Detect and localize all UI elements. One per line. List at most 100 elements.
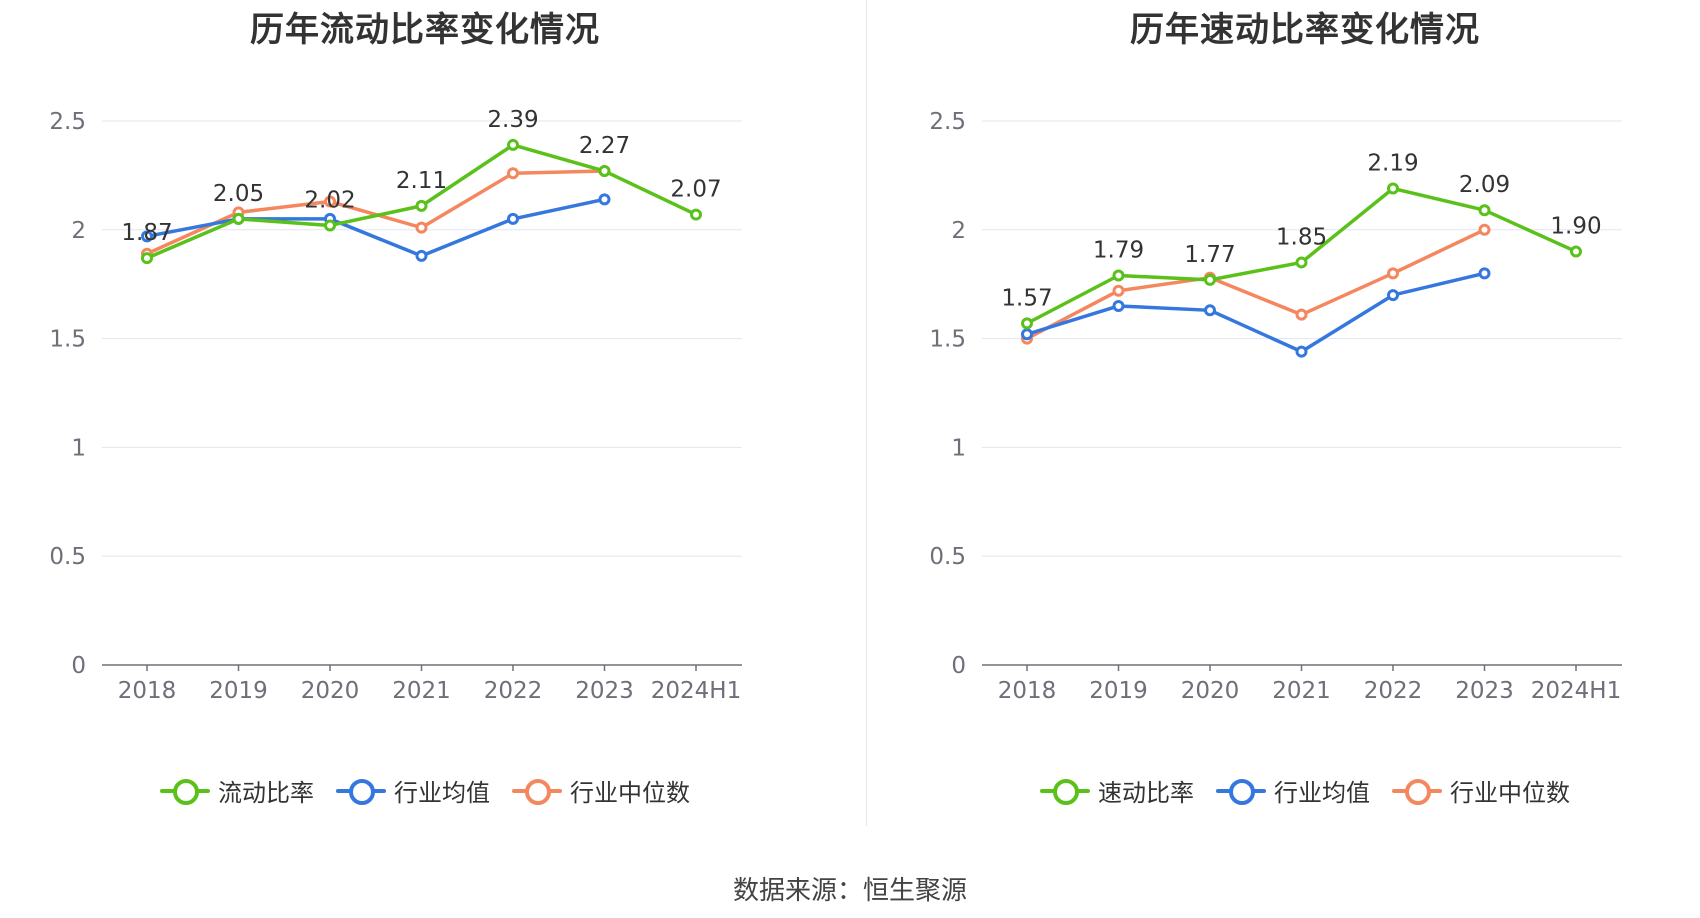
data-point[interactable]: [1570, 245, 1582, 258]
chart-title: 历年流动比率变化情况: [250, 10, 600, 50]
y-tick-label: 1: [71, 435, 86, 461]
y-tick-label: 2.5: [929, 109, 966, 135]
y-tick-label: 2: [71, 218, 86, 244]
y-tick-label: 1: [951, 435, 966, 461]
legend: 速动比率 行业均值 行业中位数: [880, 773, 1700, 808]
data-label: 2.39: [487, 107, 538, 133]
data-label: 1.79: [1093, 237, 1144, 263]
data-point[interactable]: [415, 249, 428, 262]
data-label: 1.57: [1001, 285, 1052, 311]
legend-label: 行业均值: [1274, 779, 1370, 807]
data-point[interactable]: [141, 252, 153, 265]
data-label: 2.07: [670, 177, 721, 203]
x-tick-label: 2021: [1272, 678, 1331, 704]
data-point[interactable]: [1295, 308, 1308, 321]
data-point[interactable]: [415, 221, 428, 234]
series-line: [1026, 271, 1485, 354]
data-point[interactable]: [1112, 299, 1125, 312]
x-tick-label: 2022: [1364, 678, 1423, 704]
data-point[interactable]: [1387, 182, 1399, 195]
y-tick-label: 0.5: [49, 544, 86, 570]
legend-item-industry-average[interactable]: 行业均值: [1216, 773, 1370, 808]
legend-item-current-ratio[interactable]: 流动比率: [160, 773, 314, 808]
legend-label: 行业中位数: [1450, 779, 1570, 807]
data-source-note: 数据来源：恒生聚源: [732, 876, 967, 906]
data-point[interactable]: [1204, 304, 1216, 317]
data-point[interactable]: [324, 195, 336, 208]
legend-item-industry-median[interactable]: 行业中位数: [512, 773, 690, 808]
chart-title: 历年速动比率变化情况: [1130, 10, 1480, 50]
legend-marker-icon: [1040, 778, 1090, 805]
data-point[interactable]: [1112, 269, 1125, 282]
y-tick-label: 1.5: [49, 327, 86, 353]
data-label: 1.85: [1276, 224, 1327, 250]
x-tick-label: 2018: [118, 678, 177, 704]
legend-item-quick-ratio[interactable]: 速动比率: [1040, 773, 1194, 808]
data-label: 2.19: [1367, 150, 1418, 176]
x-tick-label: 2023: [1455, 678, 1514, 704]
data-point[interactable]: [598, 193, 611, 206]
legend-label: 行业中位数: [570, 779, 690, 807]
data-point[interactable]: [507, 212, 519, 225]
data-point[interactable]: [1387, 289, 1399, 302]
x-tick-label: 2020: [301, 678, 360, 704]
data-point[interactable]: [1295, 256, 1308, 269]
data-point[interactable]: [507, 138, 519, 151]
legend-marker-icon: [160, 778, 210, 805]
x-tick-label: 2018: [998, 678, 1057, 704]
data-point[interactable]: [1204, 273, 1216, 286]
data-point[interactable]: [1387, 267, 1399, 280]
data-point[interactable]: [507, 167, 519, 180]
data-label: 1.77: [1184, 242, 1235, 268]
data-label: 2.05: [213, 181, 264, 207]
legend-label: 行业均值: [394, 779, 490, 807]
data-point[interactable]: [141, 230, 153, 243]
legend-label: 流动比率: [218, 779, 314, 807]
legend: 流动比率 行业均值 行业中位数: [0, 773, 850, 808]
y-tick-label: 0.5: [929, 544, 966, 570]
y-tick-label: 0: [71, 653, 86, 679]
legend-item-industry-average[interactable]: 行业均值: [336, 773, 490, 808]
data-point[interactable]: [324, 219, 336, 232]
legend-label: 速动比率: [1098, 779, 1194, 807]
data-label: 2.09: [1459, 172, 1510, 198]
x-tick-label: 2024H1: [651, 678, 741, 704]
data-point[interactable]: [1021, 317, 1033, 330]
y-tick-label: 2.5: [49, 109, 86, 135]
data-point[interactable]: [1295, 345, 1308, 358]
data-label: 1.87: [121, 220, 172, 246]
x-tick-label: 2019: [1089, 678, 1148, 704]
data-point[interactable]: [1021, 328, 1033, 341]
data-point[interactable]: [1112, 284, 1125, 297]
x-tick-label: 2023: [575, 678, 634, 704]
data-point[interactable]: [415, 199, 428, 212]
y-tick-label: 2: [951, 218, 966, 244]
panel-divider: [866, 0, 867, 826]
quick-ratio-chart-panel: 历年速动比率变化情况 0 0.5 1 1.5 2 2.5 2018 2019 2020 2021 2…: [880, 0, 1700, 830]
y-tick-label: 0: [951, 653, 966, 679]
legend-item-industry-median[interactable]: 行业中位数: [1392, 773, 1570, 808]
current-ratio-chart-panel: 历年流动比率变化情况 0 0.5 1 1.5 2 2.5 2018 2019 2020 2021 2…: [0, 0, 850, 830]
y-tick-label: 1.5: [929, 327, 966, 353]
x-tick-label: 2019: [209, 678, 268, 704]
data-label: 2.02: [304, 187, 355, 213]
legend-marker-icon: [512, 778, 562, 805]
data-point[interactable]: [1478, 223, 1491, 236]
data-label: 2.11: [396, 168, 447, 194]
data-label: 1.90: [1550, 214, 1601, 240]
x-tick-label: 2021: [392, 678, 451, 704]
quick-ratio-plot: 0 0.5 1 1.5 2 2.5 2018 2019 2020 2021 2022 2023 2024…: [929, 109, 1622, 704]
data-label: 2.27: [579, 133, 630, 159]
series-line: [146, 197, 605, 258]
x-tick-label: 2020: [1181, 678, 1240, 704]
x-tick-label: 2022: [484, 678, 543, 704]
legend-marker-icon: [1392, 778, 1442, 805]
legend-marker-icon: [336, 778, 386, 805]
legend-marker-icon: [1216, 778, 1266, 805]
data-point[interactable]: [690, 208, 702, 221]
data-point[interactable]: [598, 165, 611, 178]
data-point[interactable]: [1478, 204, 1491, 217]
current-ratio-plot: 0 0.5 1 1.5 2 2.5 2018 2019 2020 2021 2022 2023 2024…: [49, 107, 742, 704]
data-point[interactable]: [232, 212, 245, 225]
data-point[interactable]: [1478, 267, 1491, 280]
